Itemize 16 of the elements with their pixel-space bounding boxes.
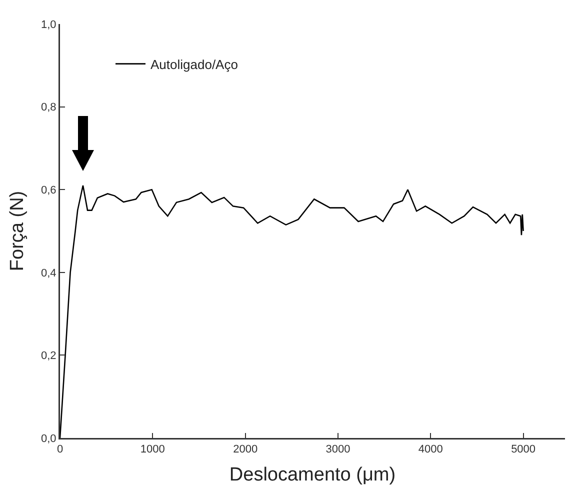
x-tick-label: 1000 (140, 444, 165, 456)
y-tick-label: 1,0 (41, 18, 56, 31)
x-tick-label: 5000 (511, 444, 536, 456)
x-axis-title: Deslocamento (μm) (229, 464, 396, 486)
x-tick-label: 2000 (233, 444, 258, 456)
y-tick-label: 0,2 (41, 350, 56, 362)
y-axis-title: Força (N) (7, 190, 28, 272)
line-series (60, 184, 524, 438)
x-tick-label: 4000 (418, 444, 443, 456)
y-tick-label: 0,6 (41, 184, 56, 196)
y-tick-label: 0,8 (41, 102, 56, 114)
x-tick-label: 0 (56, 444, 64, 456)
y-tick-label: 0,0 (41, 432, 56, 445)
x-tick-label: 3000 (326, 444, 350, 456)
legend-label: Autoligado/Aço (150, 56, 238, 72)
y-tick-label: 0,4 (41, 267, 56, 280)
